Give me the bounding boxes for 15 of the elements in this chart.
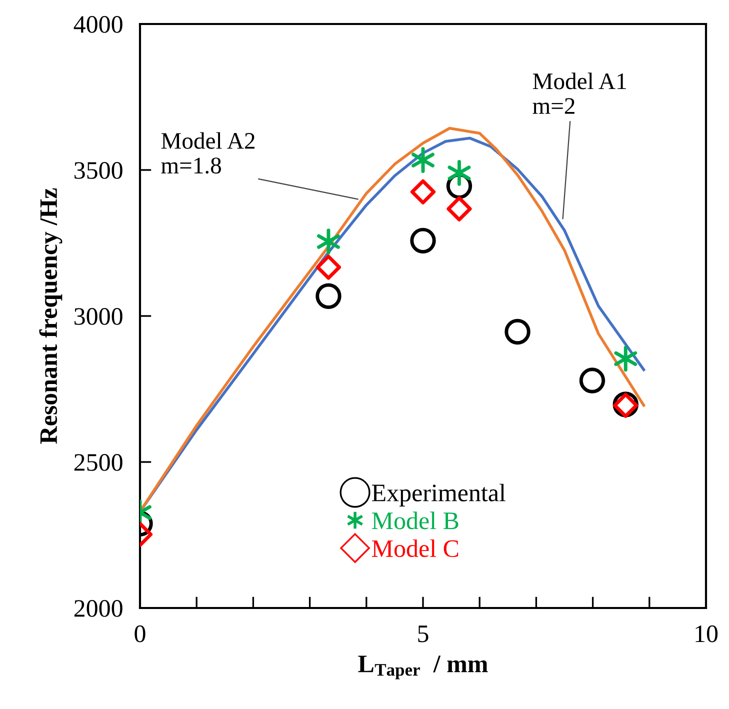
y-tick-label: 2500 <box>74 454 122 471</box>
y-tick-label: 4000 <box>74 16 122 33</box>
annotation: Model A1 m=2 <box>532 72 626 114</box>
annotation: Model A2 m=1.8 <box>161 132 254 174</box>
y-tick-label: 3500 <box>74 162 122 179</box>
legend-label: Model B <box>372 512 458 530</box>
legend-label: Model C <box>372 539 458 558</box>
x-tick-label: 0 <box>134 625 146 642</box>
y-tick-label: 3000 <box>74 308 122 325</box>
y-tick-label: 2000 <box>74 600 122 617</box>
y-axis-title: Resonant frequency /Hz <box>39 188 62 444</box>
x-axis-title: L$_{Taper}$ / mm <box>358 656 488 680</box>
x-tick-label: 10 <box>696 625 718 642</box>
legend-label: Experimental <box>372 484 506 506</box>
x-tick-label: 5 <box>418 626 428 642</box>
